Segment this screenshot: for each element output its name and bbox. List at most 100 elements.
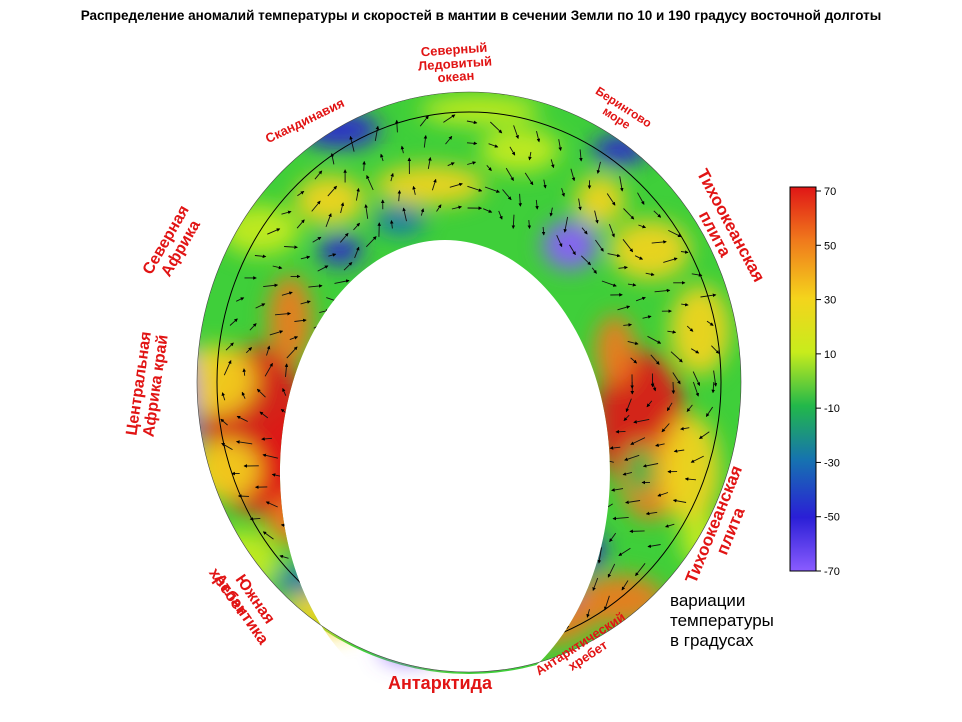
- velocity-arrow: [622, 471, 633, 476]
- velocity-arrow: [645, 511, 658, 516]
- velocity-arrow: [625, 398, 632, 413]
- velocity-arrow: [705, 406, 714, 417]
- anomaly-patch: [480, 495, 560, 545]
- velocity-arrow: [490, 618, 499, 627]
- velocity-arrow: [642, 463, 659, 468]
- velocity-arrow: [604, 595, 610, 611]
- velocity-arrow: [666, 402, 673, 412]
- velocity-arrow: [241, 391, 246, 399]
- velocity-arrow: [307, 493, 323, 501]
- velocity-arrow: [633, 418, 650, 424]
- colorbar-tick-label: -10: [824, 403, 840, 415]
- velocity-arrow: [637, 192, 645, 205]
- velocity-arrow: [543, 179, 547, 189]
- velocity-arrow: [591, 267, 597, 274]
- velocity-arrow: [390, 172, 394, 182]
- anomaly-patch: [555, 530, 605, 570]
- velocity-arrow: [667, 330, 677, 334]
- velocity-arrow: [630, 437, 646, 445]
- velocity-arrow: [312, 236, 322, 243]
- anomaly-patch: [295, 175, 365, 225]
- velocity-arrow: [578, 198, 582, 211]
- velocity-arrow: [670, 351, 683, 363]
- velocity-arrow: [622, 239, 634, 253]
- velocity-arrow: [296, 219, 305, 229]
- colorbar-tick-label: 30: [824, 295, 836, 307]
- velocity-arrow: [340, 202, 345, 214]
- velocity-arrow: [297, 191, 305, 197]
- velocity-arrow: [366, 175, 374, 191]
- anomaly-patch: [395, 620, 465, 660]
- velocity-arrow: [307, 442, 317, 447]
- velocity-arrow: [562, 524, 566, 540]
- velocity-arrow: [627, 340, 639, 346]
- velocity-arrow: [611, 488, 624, 492]
- velocity-arrow: [507, 593, 516, 606]
- velocity-arrow: [336, 494, 349, 501]
- velocity-arrow: [314, 170, 323, 180]
- velocity-arrow: [339, 232, 349, 243]
- velocity-arrow: [647, 335, 662, 344]
- velocity-arrow: [269, 330, 284, 336]
- velocity-arrow: [630, 357, 638, 364]
- velocity-arrow: [645, 272, 655, 277]
- velocity-arrow: [355, 527, 361, 540]
- colorbar-tick-label: -50: [824, 512, 840, 524]
- velocity-arrow: [281, 291, 293, 296]
- label-arctic-ocean: Северный Ледовитый океан: [417, 39, 493, 86]
- velocity-arrow: [546, 629, 552, 644]
- velocity-arrow: [511, 214, 516, 229]
- velocity-arrow: [551, 580, 557, 591]
- velocity-arrow: [412, 185, 416, 195]
- velocity-arrow: [548, 533, 554, 549]
- velocity-arrow: [327, 185, 337, 197]
- velocity-arrow: [254, 254, 267, 259]
- velocity-arrow: [569, 542, 575, 552]
- velocity-arrow: [528, 151, 532, 161]
- velocity-arrow: [609, 446, 621, 450]
- velocity-arrow: [686, 404, 693, 412]
- velocity-arrow: [623, 208, 635, 220]
- velocity-arrow: [627, 283, 637, 287]
- velocity-arrow: [661, 423, 670, 433]
- colorbar-tick-label: 50: [824, 240, 836, 252]
- velocity-arrow: [223, 360, 232, 376]
- anomaly-patch: [420, 95, 540, 125]
- velocity-arrow: [654, 288, 671, 293]
- velocity-arrow: [325, 213, 332, 228]
- anomaly-patch: [625, 445, 655, 495]
- velocity-arrow: [615, 429, 626, 434]
- velocity-arrow: [353, 222, 361, 231]
- velocity-arrow: [489, 597, 497, 610]
- velocity-arrow: [635, 563, 646, 577]
- velocity-arrow: [672, 372, 681, 385]
- anomaly-patch: [575, 175, 625, 225]
- velocity-arrow: [487, 575, 494, 585]
- velocity-arrow: [300, 255, 311, 260]
- velocity-arrow: [443, 590, 457, 600]
- velocity-arrow: [572, 514, 577, 526]
- velocity-arrow: [524, 172, 534, 186]
- velocity-arrow: [536, 130, 541, 143]
- velocity-arrow: [502, 189, 512, 201]
- velocity-arrow: [500, 551, 507, 565]
- velocity-arrow: [395, 525, 400, 540]
- anomaly-patch: [670, 285, 730, 375]
- velocity-arrow: [461, 642, 478, 648]
- colorbar-tick-label: 70: [824, 186, 836, 198]
- colorbar-scale: [789, 186, 817, 572]
- velocity-arrow: [543, 560, 548, 573]
- velocity-arrow: [596, 161, 601, 174]
- velocity-arrow: [279, 554, 289, 559]
- anomaly-patch: [197, 345, 255, 415]
- velocity-arrow: [265, 501, 278, 508]
- velocity-arrow: [403, 558, 408, 566]
- anomaly-patch: [415, 540, 525, 580]
- velocity-arrow: [681, 302, 689, 307]
- colorbar-tick-label: 10: [824, 349, 836, 361]
- velocity-arrow: [236, 415, 248, 422]
- velocity-arrow: [282, 387, 287, 396]
- velocity-arrow: [516, 615, 520, 626]
- velocity-arrow: [535, 199, 539, 210]
